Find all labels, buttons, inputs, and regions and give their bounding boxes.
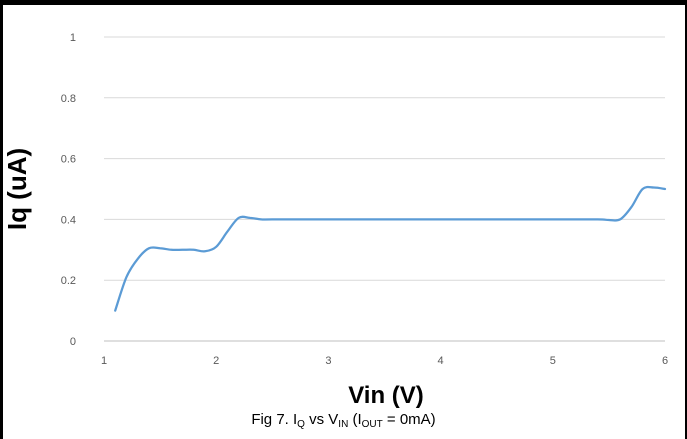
y-tick-labels: 0 0.2 0.4 0.6 0.8 1 <box>61 32 76 348</box>
caption-in-subscript: IN <box>338 419 349 430</box>
y-tick-label: 0 <box>70 336 76 348</box>
series-line-0 <box>114 185 667 312</box>
y-tick-label: 0.2 <box>61 275 76 287</box>
y-tick-label: 0.8 <box>61 93 76 105</box>
x-axis-label: Vin (V) <box>348 382 424 409</box>
x-tick-label: 4 <box>438 355 444 367</box>
caption-rest: = 0mA) <box>382 411 436 428</box>
y-tick-label: 0.4 <box>61 214 76 226</box>
caption-prefix: Fig 7. I <box>251 411 298 428</box>
caption-vs: vs V <box>304 411 339 428</box>
caption-q-subscript: Q <box>297 419 305 430</box>
x-tick-label: 5 <box>550 355 556 367</box>
y-tick-label: 1 <box>70 32 76 44</box>
x-tick-label: 3 <box>325 355 331 367</box>
line-chart: 0 0.2 0.4 0.6 0.8 1 1 2 3 4 5 6 Iq (uA) Vin (V) <box>2 32 668 409</box>
caption-out-subscript: OUT <box>361 419 383 430</box>
x-tick-label: 2 <box>213 355 219 367</box>
figure-caption: Fig 7. IQ vs VIN (IOUT = 0mA) <box>0 411 687 430</box>
x-tick-labels: 1 2 3 4 5 6 <box>101 355 668 367</box>
caption-open: (I <box>348 411 362 428</box>
y-tick-label: 0.6 <box>61 154 76 166</box>
x-tick-label: 6 <box>662 355 668 367</box>
x-tick-label: 1 <box>101 355 107 367</box>
series-group <box>114 185 667 312</box>
y-axis-label: Iq (uA) <box>2 148 32 230</box>
grid-lines <box>104 36 665 342</box>
